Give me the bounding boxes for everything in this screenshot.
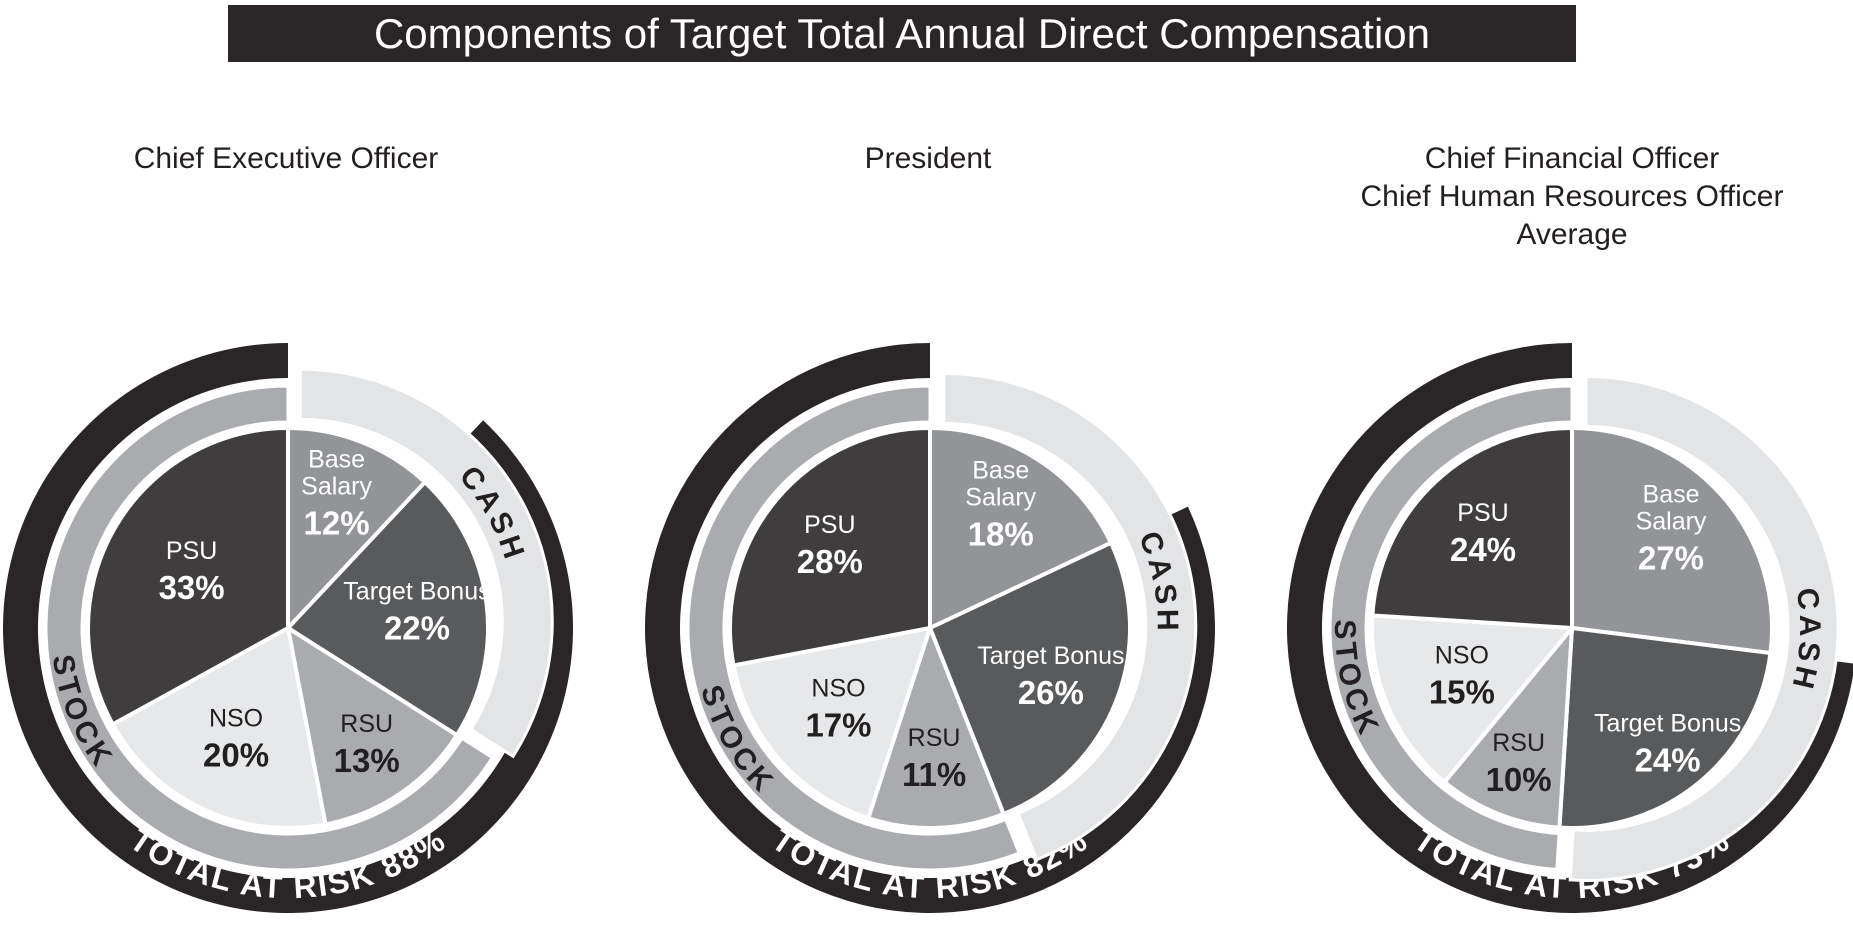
pie-slice-psu (1370, 426, 1574, 630)
chart-title-president: President (578, 140, 1278, 178)
slice-label-target-bonus: Target Bonus 24% (1594, 710, 1741, 779)
slice-label-target-bonus: Target Bonus 22% (343, 578, 490, 647)
page-title: Components of Target Total Annual Direct… (228, 5, 1576, 62)
slice-label-nso: NSO 20% (203, 704, 269, 773)
chart-title-line: Chief Financial Officer (1424, 142, 1720, 175)
chart-title-line: President (864, 142, 992, 175)
cash-ring (942, 371, 1198, 862)
pie-slice-base-salary (286, 426, 427, 630)
stock-ring (1328, 384, 1574, 872)
pie-chart-cfo-chro-average: TOTAL AT RISK 73%STOCKCASHBaseSalary27%T… (1287, 343, 1853, 913)
chart-title-line: Average (1516, 218, 1628, 251)
chart-title-ceo: Chief Executive Officer (0, 140, 636, 178)
pie-slice-nso (731, 626, 932, 821)
cash-ring (298, 367, 554, 759)
slice-label-rsu: RSU 10% (1486, 729, 1552, 798)
slice-label-rsu: RSU 11% (902, 724, 966, 793)
slice-label-nso: NSO 15% (1429, 642, 1495, 711)
pie-slice-nso (110, 626, 328, 830)
slice-label-rsu: RSU 13% (334, 710, 400, 779)
slice-label-target-bonus: Target Bonus 26% (977, 642, 1124, 711)
slice-label-psu: PSU 28% (797, 511, 863, 580)
slice-label-base-salary: Base Salary 27% (1636, 481, 1707, 577)
pie-slice-psu (86, 426, 290, 727)
slice-label-psu: PSU 24% (1450, 499, 1516, 568)
pie-slice-base-salary (1570, 426, 1774, 656)
pie-slice-target-bonus (928, 540, 1132, 816)
slice-label-nso: NSO 17% (805, 675, 871, 744)
pie-slice-psu (728, 426, 932, 668)
pie-slice-rsu (286, 626, 459, 827)
chart-title-cfo-chro-average: Chief Financial Officer Chief Human Reso… (1222, 140, 1853, 254)
slice-label-psu: PSU 33% (159, 537, 225, 606)
chart-title-line: Chief Executive Officer (133, 142, 439, 175)
slice-label-base-salary: Base Salary 18% (965, 457, 1036, 553)
pie-slice-rsu (866, 626, 1006, 830)
chart-title-line: Chief Human Resources Officer (1360, 180, 1784, 213)
pie-slice-target-bonus (286, 480, 490, 738)
slice-label-base-salary: Base Salary 12% (301, 445, 372, 541)
pie-slice-rsu (1442, 626, 1574, 830)
pie-slice-nso (1369, 613, 1574, 785)
pie-slice-target-bonus (1557, 626, 1773, 831)
stock-ring (44, 384, 495, 872)
pie-slice-base-salary (928, 426, 1113, 630)
cash-ring (1568, 374, 1840, 882)
stock-ring (686, 384, 1022, 872)
